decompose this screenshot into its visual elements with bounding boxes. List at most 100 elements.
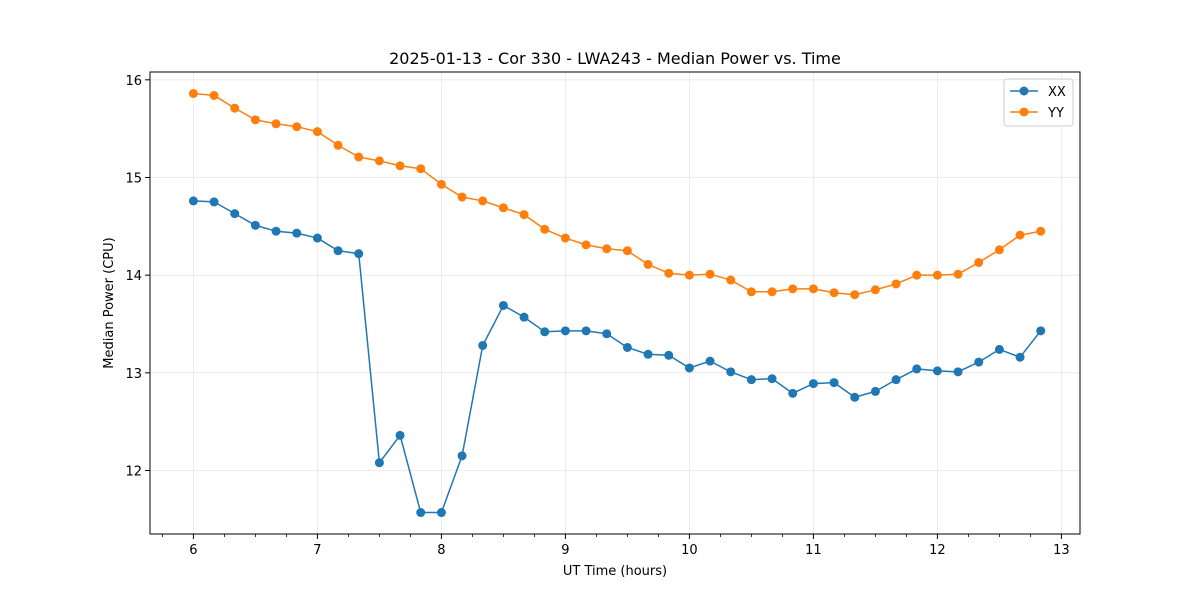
x-tick-label: 7 (313, 543, 321, 558)
x-tick-label: 9 (561, 543, 569, 558)
data-point-xx (498, 300, 508, 310)
data-point-yy (622, 246, 632, 256)
series (188, 88, 1046, 518)
data-point-yy (994, 245, 1004, 255)
data-point-xx (581, 326, 591, 336)
data-point-xx (684, 363, 694, 373)
data-point-yy (974, 257, 984, 267)
data-point-yy (230, 103, 240, 113)
data-point-yy (870, 285, 880, 295)
x-tick-label: 12 (929, 543, 946, 558)
data-point-xx (994, 344, 1004, 354)
data-point-yy (746, 287, 756, 297)
y-tick-label: 13 (125, 367, 142, 382)
data-point-yy (581, 240, 591, 250)
x-tick-label: 6 (189, 543, 197, 558)
data-point-xx (870, 386, 880, 396)
data-point-xx (808, 379, 818, 389)
data-point-xx (457, 451, 467, 461)
data-point-xx (643, 349, 653, 359)
legend-marker-xx (1019, 86, 1029, 96)
data-point-xx (436, 508, 446, 518)
data-point-xx (374, 458, 384, 468)
data-point-yy (250, 115, 260, 125)
data-point-xx (932, 366, 942, 376)
data-point-yy (643, 259, 653, 269)
data-point-xx (1036, 326, 1046, 336)
data-point-xx (788, 388, 798, 398)
data-point-yy (891, 279, 901, 289)
data-point-yy (209, 90, 219, 100)
data-point-xx (478, 340, 488, 350)
data-point-xx (540, 327, 550, 337)
data-point-xx (953, 367, 963, 377)
data-point-xx (188, 196, 198, 206)
data-point-yy (354, 152, 364, 162)
legend-label-xx: XX (1048, 85, 1066, 100)
data-point-xx (250, 220, 260, 230)
data-point-yy (788, 284, 798, 294)
data-point-xx (912, 364, 922, 374)
data-point-xx (560, 326, 570, 336)
data-point-xx (974, 357, 984, 367)
data-point-xx (209, 197, 219, 207)
data-point-yy (478, 196, 488, 206)
data-point-yy (602, 244, 612, 254)
data-point-xx (705, 356, 715, 366)
data-point-xx (519, 312, 529, 322)
data-point-yy (829, 288, 839, 298)
data-point-yy (932, 270, 942, 280)
data-point-yy (457, 192, 467, 202)
legend-marker-yy (1019, 107, 1029, 117)
x-tick-label: 13 (1053, 543, 1070, 558)
x-axis-label: UT Time (hours) (563, 564, 667, 579)
data-point-yy (664, 268, 674, 278)
data-point-yy (912, 270, 922, 280)
data-point-yy (560, 233, 570, 243)
data-point-xx (602, 329, 612, 339)
y-tick-label: 12 (125, 465, 142, 480)
y-tick-label: 16 (125, 74, 142, 89)
y-tick-label: 15 (125, 171, 142, 186)
x-tick-label: 10 (681, 543, 698, 558)
chart-title: 2025-01-13 - Cor 330 - LWA243 - Median P… (389, 49, 841, 68)
data-point-yy (333, 140, 343, 150)
data-point-xx (271, 226, 281, 236)
data-point-xx (829, 378, 839, 388)
data-point-yy (188, 88, 198, 98)
data-point-yy (292, 122, 302, 132)
x-tick-label: 8 (437, 543, 445, 558)
data-point-yy (684, 270, 694, 280)
axis-ticks: 6 7 8 9 10 11 12 13 12 13 14 15 16 (125, 74, 1069, 558)
data-point-yy (416, 164, 426, 174)
data-point-yy (1036, 226, 1046, 236)
data-point-xx (664, 350, 674, 360)
data-point-xx (746, 375, 756, 385)
data-point-yy (540, 224, 550, 234)
data-point-xx (767, 374, 777, 384)
data-point-yy (808, 284, 818, 294)
data-point-xx (333, 246, 343, 256)
data-point-yy (767, 287, 777, 297)
data-point-yy (498, 203, 508, 213)
data-point-xx (850, 392, 860, 402)
data-point-yy (705, 269, 715, 279)
data-point-xx (312, 233, 322, 243)
data-point-yy (519, 210, 529, 220)
data-point-yy (850, 290, 860, 300)
data-point-xx (354, 249, 364, 259)
data-point-xx (416, 508, 426, 518)
data-point-yy (395, 161, 405, 171)
data-point-yy (953, 269, 963, 279)
data-point-yy (436, 179, 446, 189)
data-point-xx (726, 367, 736, 377)
data-point-yy (1015, 230, 1025, 240)
data-point-yy (271, 119, 281, 129)
data-point-xx (292, 228, 302, 238)
legend-label-yy: YY (1047, 106, 1064, 121)
x-tick-label: 11 (805, 543, 822, 558)
data-point-xx (395, 430, 405, 440)
plot-area-frame (149, 71, 1081, 535)
